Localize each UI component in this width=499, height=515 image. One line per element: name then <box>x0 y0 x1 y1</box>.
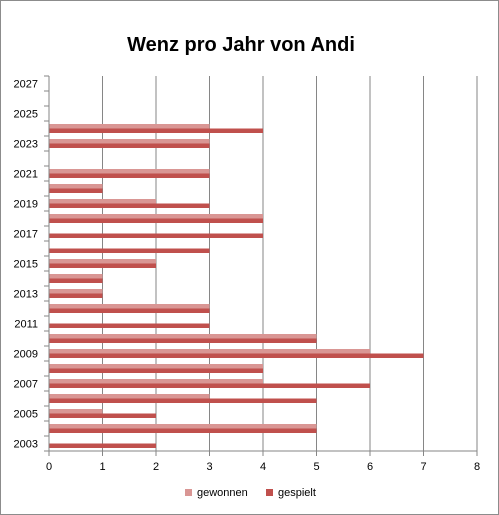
chart-title: Wenz pro Jahr von Andi <box>127 34 355 56</box>
bar-gespielt-2021 <box>49 173 210 178</box>
y-tick-label: 2005 <box>14 409 38 421</box>
bar-gewonnen-2009 <box>49 349 370 354</box>
legend: gewonnen gespielt <box>185 487 316 499</box>
y-tick-label: 2017 <box>14 229 38 241</box>
y-tick-label: 2007 <box>14 379 38 391</box>
x-tick-label: 8 <box>474 461 480 473</box>
bar-gewonnen-2018 <box>49 214 263 219</box>
x-tick-label: 6 <box>367 461 373 473</box>
bar-gespielt-2012 <box>49 308 210 313</box>
y-tick-label: 2011 <box>14 319 38 331</box>
bar-gespielt-2013 <box>49 293 103 298</box>
bar-gewonnen-2015 <box>49 259 156 264</box>
legend-label-gewonnen: gewonnen <box>197 487 248 499</box>
y-tick-label: 2015 <box>14 259 38 271</box>
bar-gespielt-2010 <box>49 338 317 343</box>
y-tick-label: 2025 <box>14 109 38 121</box>
bar-gespielt-2024 <box>49 128 263 133</box>
bar-gespielt-2004 <box>49 428 317 433</box>
gridlines <box>102 76 478 451</box>
legend-label-gespielt: gespielt <box>278 487 316 499</box>
legend-swatch-gespielt <box>266 489 273 496</box>
legend-swatch-gewonnen <box>185 489 192 496</box>
x-tick-label: 4 <box>260 461 266 473</box>
axes: 0 1 2 3 4 5 6 7 8 2003 2005 2007 2009 2011 2013 2015 201… <box>14 75 480 473</box>
bar-gespielt-2018 <box>49 218 263 223</box>
bar-gewonnen-2019 <box>49 199 156 204</box>
bar-gespielt-2011 <box>49 323 210 328</box>
bar-gewonnen-2024 <box>49 124 210 129</box>
x-tick-label: 3 <box>206 461 212 473</box>
bar-gespielt-2006 <box>49 398 317 403</box>
x-tick-label: 7 <box>420 461 426 473</box>
bar-gespielt-2009 <box>49 353 424 358</box>
bar-gewonnen-2023 <box>49 139 210 144</box>
bar-gewonnen-2007 <box>49 379 263 384</box>
bar-gewonnen-2006 <box>49 394 210 399</box>
bar-gewonnen-2005 <box>49 409 103 414</box>
bar-gewonnen-2012 <box>49 304 210 309</box>
bar-gespielt-2003 <box>49 443 156 448</box>
bar-gewonnen-2010 <box>49 334 317 339</box>
bar-gespielt-2023 <box>49 143 210 148</box>
bar-gespielt-2017 <box>49 233 263 238</box>
bar-gespielt-2015 <box>49 263 156 268</box>
y-tick-label: 2019 <box>14 199 38 211</box>
bar-gewonnen-2020 <box>49 184 103 189</box>
bar-gespielt-2008 <box>49 368 263 373</box>
y-tick-label: 2013 <box>14 289 38 301</box>
bar-gewonnen-2021 <box>49 169 210 174</box>
bar-gewonnen-2004 <box>49 424 317 429</box>
bars <box>49 124 424 448</box>
x-tick-label: 1 <box>99 461 105 473</box>
bar-gespielt-2014 <box>49 278 103 283</box>
bar-gespielt-2005 <box>49 413 156 418</box>
x-tick-label: 2 <box>153 461 159 473</box>
bar-gespielt-2007 <box>49 383 370 388</box>
y-tick-label: 2021 <box>14 169 38 181</box>
y-tick-label: 2003 <box>14 439 38 451</box>
y-tick-label: 2027 <box>14 79 38 91</box>
x-tick-label: 0 <box>46 461 52 473</box>
x-tick-label: 5 <box>313 461 319 473</box>
bar-gespielt-2019 <box>49 203 210 208</box>
bar-gespielt-2020 <box>49 188 103 193</box>
bar-gewonnen-2014 <box>49 274 103 279</box>
bar-gewonnen-2008 <box>49 364 263 369</box>
y-tick-label: 2023 <box>14 139 38 151</box>
y-tick-label: 2009 <box>14 349 38 361</box>
bar-gespielt-2016 <box>49 248 210 253</box>
bar-gewonnen-2013 <box>49 289 103 294</box>
